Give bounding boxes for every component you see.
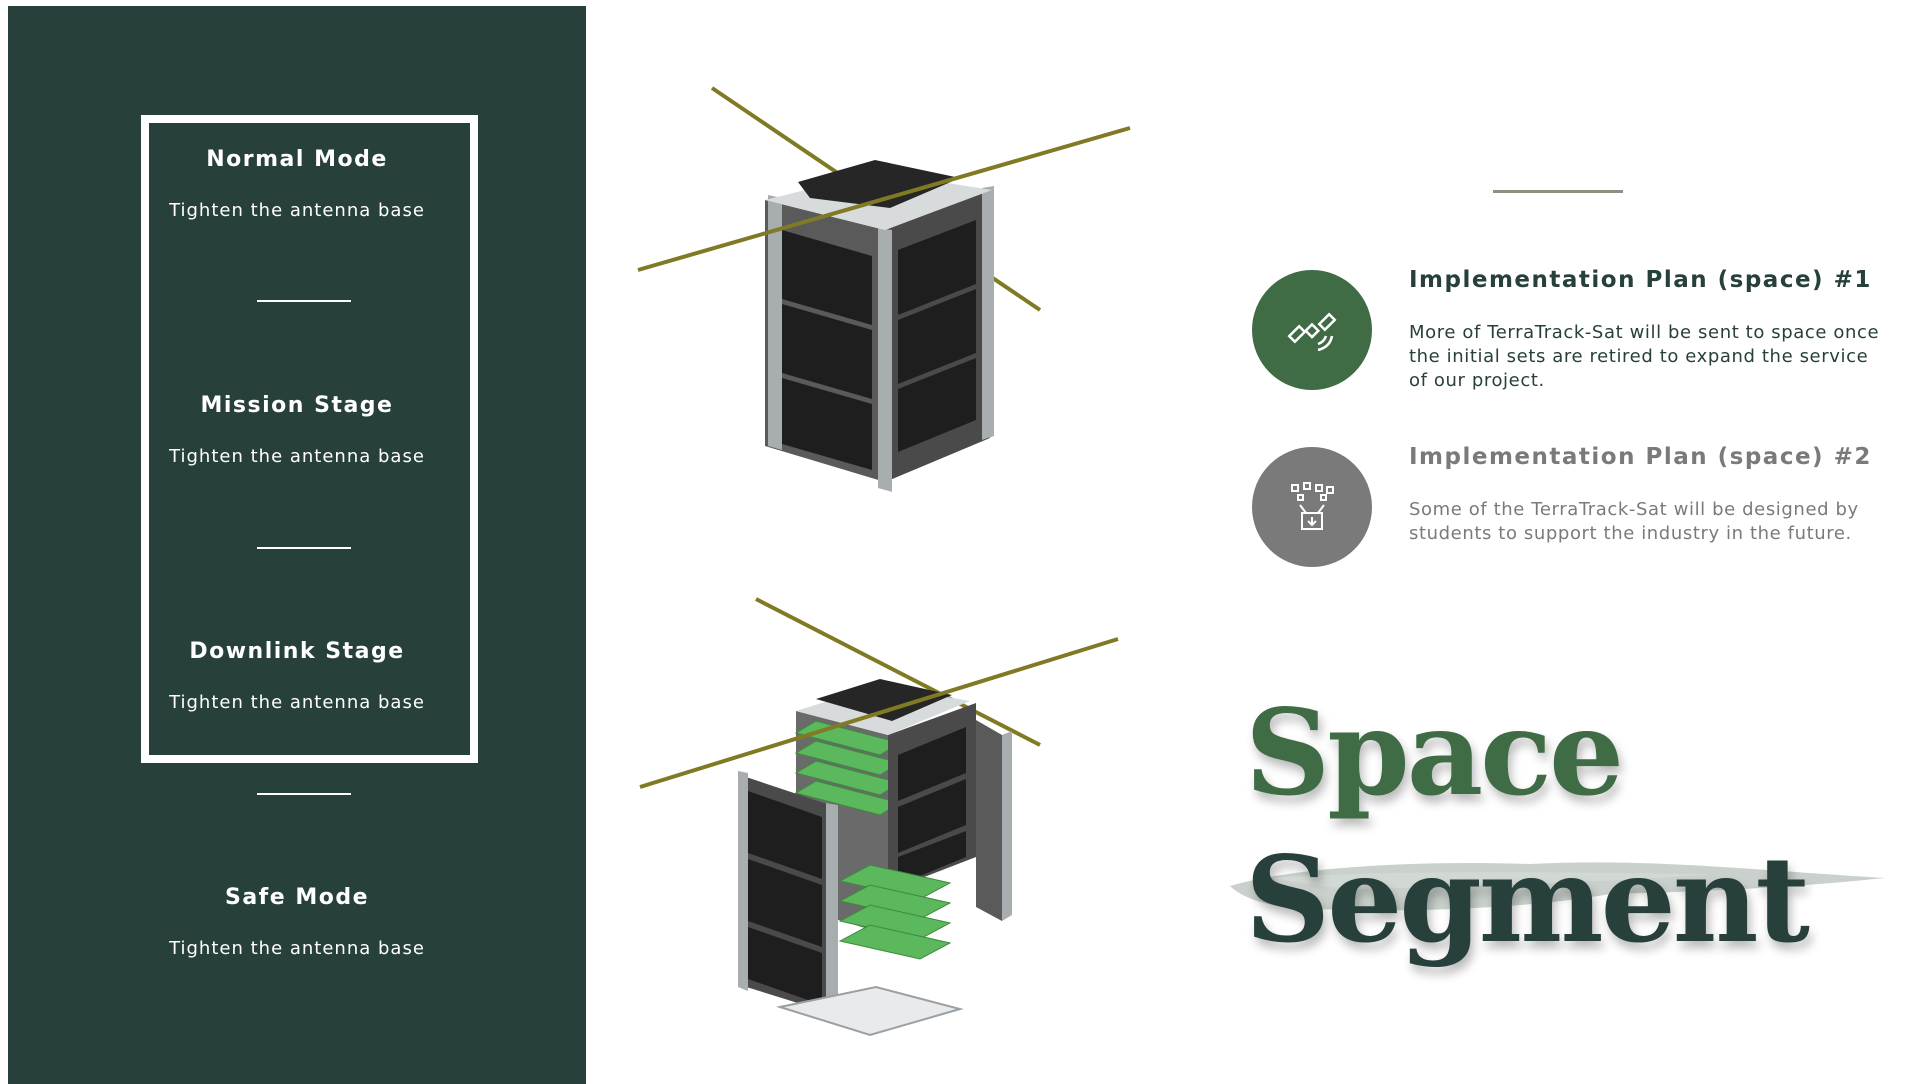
- mode-desc-normal: Tighten the antenna base: [169, 200, 425, 221]
- mode-desc-mission: Tighten the antenna base: [169, 446, 425, 467]
- data-upload-icon: [1291, 482, 1334, 530]
- mode-divider: [257, 547, 351, 549]
- accent-divider: [1493, 190, 1623, 193]
- mode-title-downlink: Downlink Stage: [189, 639, 405, 664]
- cubesat-exploded-image: [639, 597, 1119, 1037]
- satellite-icon: [1287, 312, 1337, 352]
- plan-1-desc: More of TerraTrack-Sat will be sent to s…: [1409, 322, 1880, 391]
- heading-segment: Segment: [1245, 830, 1810, 969]
- plan-1-icon-circle: [1252, 270, 1372, 390]
- plan-2-desc: Some of the TerraTrack-Sat will be desig…: [1409, 499, 1859, 544]
- mode-title-normal: Normal Mode: [206, 147, 388, 172]
- mode-desc-safe: Tighten the antenna base: [169, 938, 425, 959]
- mode-title-safe: Safe Mode: [224, 885, 370, 910]
- plan-1-title: Implementation Plan (space) #1: [1409, 267, 1872, 293]
- mode-desc-downlink: Tighten the antenna base: [169, 692, 425, 713]
- mode-divider: [257, 300, 351, 302]
- cubesat-assembled-image: [637, 86, 1131, 492]
- brush-stroke-decoration: [1230, 862, 1885, 911]
- heading-space: Space: [1245, 683, 1624, 822]
- mode-title-mission: Mission Stage: [200, 393, 394, 418]
- plan-2-title: Implementation Plan (space) #2: [1409, 444, 1872, 470]
- plan-2-icon-circle: [1252, 447, 1372, 567]
- modes-highlight-box: [141, 115, 478, 763]
- operation-modes-panel: Normal Mode Tighten the antenna base Mis…: [8, 6, 586, 1084]
- mode-divider: [257, 793, 351, 795]
